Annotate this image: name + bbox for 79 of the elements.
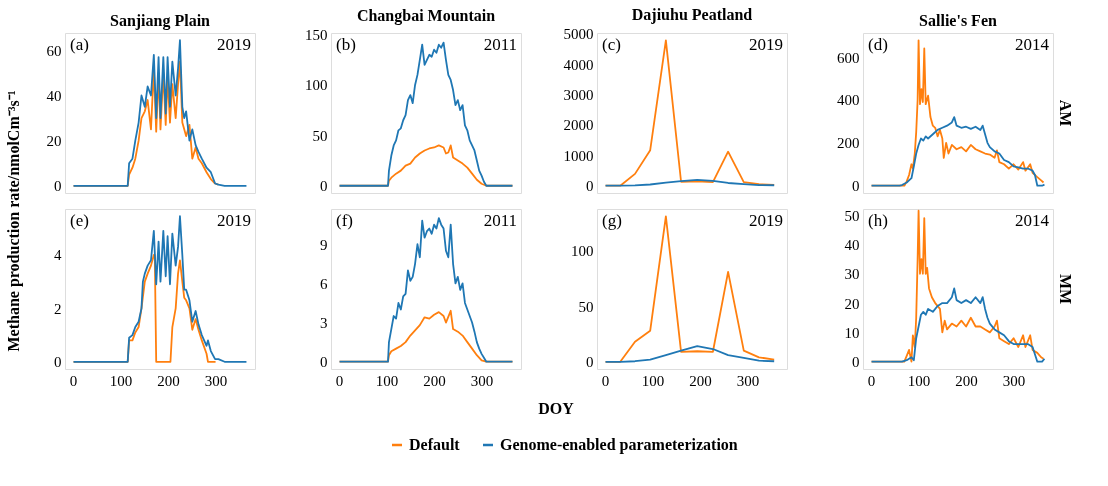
x-tick-label: 0 <box>69 372 78 389</box>
annotation: 2011 <box>483 35 517 54</box>
y-tick-label: 20 <box>46 133 62 150</box>
x-tick-label: 100 <box>907 372 931 389</box>
chart-title: Changbai Mountain <box>356 6 496 25</box>
chart-title: Sanjiang Plain <box>109 12 211 30</box>
y-tick-label: 1000 <box>563 147 594 164</box>
annotation: 2019 <box>749 211 783 230</box>
x-tick-label: 300 <box>204 372 228 389</box>
y-tick-label: 4000 <box>563 56 594 73</box>
annotation: (e) <box>70 211 89 230</box>
annotation: (g) <box>602 211 622 230</box>
text: MM <box>1057 273 1074 305</box>
y-tick-label: 50 <box>312 127 328 144</box>
annotation: 2019 <box>217 35 251 54</box>
y-tick-label: 0 <box>320 178 328 195</box>
y-tick-label: 200 <box>837 135 860 152</box>
annotation: 2019 <box>217 211 251 230</box>
line-series <box>604 345 776 363</box>
annotation: (h) <box>868 211 888 230</box>
x-tick-label: 300 <box>1002 372 1026 389</box>
y-tick-label: 60 <box>46 42 62 59</box>
y-tick-label: 6 <box>320 275 328 292</box>
y-tick-label: 0 <box>852 354 860 371</box>
x-tick-label: 200 <box>157 372 180 389</box>
legend-label: Genome-enabled parameterization <box>500 436 738 454</box>
annotation: (d) <box>868 35 888 54</box>
x-tick-label: 100 <box>375 372 399 389</box>
x-tick-label: 100 <box>109 372 133 389</box>
y-tick-label: 20 <box>844 295 860 312</box>
y-tick-label: 3000 <box>563 87 594 104</box>
y-tick-label: 30 <box>844 266 860 283</box>
x-axis-title: DOY <box>538 400 575 417</box>
annotation: (a) <box>70 35 89 54</box>
y-tick-label: 2000 <box>563 117 594 134</box>
y-tick-label: 40 <box>844 236 860 253</box>
x-tick-label: 200 <box>955 372 978 389</box>
y-tick-label: 10 <box>844 324 860 341</box>
annotation: 2014 <box>1015 211 1050 230</box>
y-tick-label: 0 <box>54 178 62 195</box>
y-tick-label: 0 <box>320 354 328 371</box>
y-tick-label: 5000 <box>563 26 594 43</box>
x-tick-label: 0 <box>601 372 610 389</box>
x-tick-label: 300 <box>470 372 494 389</box>
annotation: (b) <box>336 35 356 54</box>
annotation: (f) <box>336 211 353 230</box>
line-series <box>870 116 1046 187</box>
line-series <box>870 287 1046 363</box>
x-tick-label: 0 <box>335 372 344 389</box>
y-axis-title: Methane production rate/nmolCm⁻³s⁻¹ <box>5 90 23 352</box>
legend-label: Default <box>409 436 461 453</box>
chart-title: Sallie's Fen <box>919 12 997 29</box>
y-tick-label: 50 <box>844 207 860 224</box>
x-tick-label: 200 <box>423 372 446 389</box>
y-tick-label: 40 <box>46 88 62 105</box>
y-tick-label: 100 <box>571 243 594 260</box>
y-tick-label: 3 <box>320 315 328 332</box>
y-tick-label: 0 <box>852 178 860 195</box>
y-tick-label: 4 <box>54 247 62 264</box>
y-tick-label: 9 <box>320 236 328 253</box>
annotation: 2011 <box>483 211 517 230</box>
y-tick-label: 2 <box>54 300 62 317</box>
y-tick-label: 400 <box>837 92 860 109</box>
annotation: 2019 <box>749 35 783 54</box>
x-tick-label: 300 <box>736 372 760 389</box>
x-tick-label: 0 <box>867 372 876 389</box>
x-tick-label: 200 <box>689 372 712 389</box>
y-tick-label: 0 <box>586 354 594 371</box>
x-tick-label: 100 <box>641 372 665 389</box>
y-tick-label: 150 <box>305 27 328 44</box>
y-tick-label: 100 <box>305 77 328 94</box>
y-tick-label: 0 <box>586 178 594 195</box>
y-tick-label: 50 <box>578 298 594 315</box>
text: AM <box>1057 99 1074 127</box>
annotation: 2014 <box>1015 35 1050 54</box>
chart-title: Dajiuhu Peatland <box>631 5 753 24</box>
annotation: (c) <box>602 35 621 54</box>
y-tick-label: 600 <box>837 49 860 66</box>
y-tick-label: 0 <box>54 354 62 371</box>
